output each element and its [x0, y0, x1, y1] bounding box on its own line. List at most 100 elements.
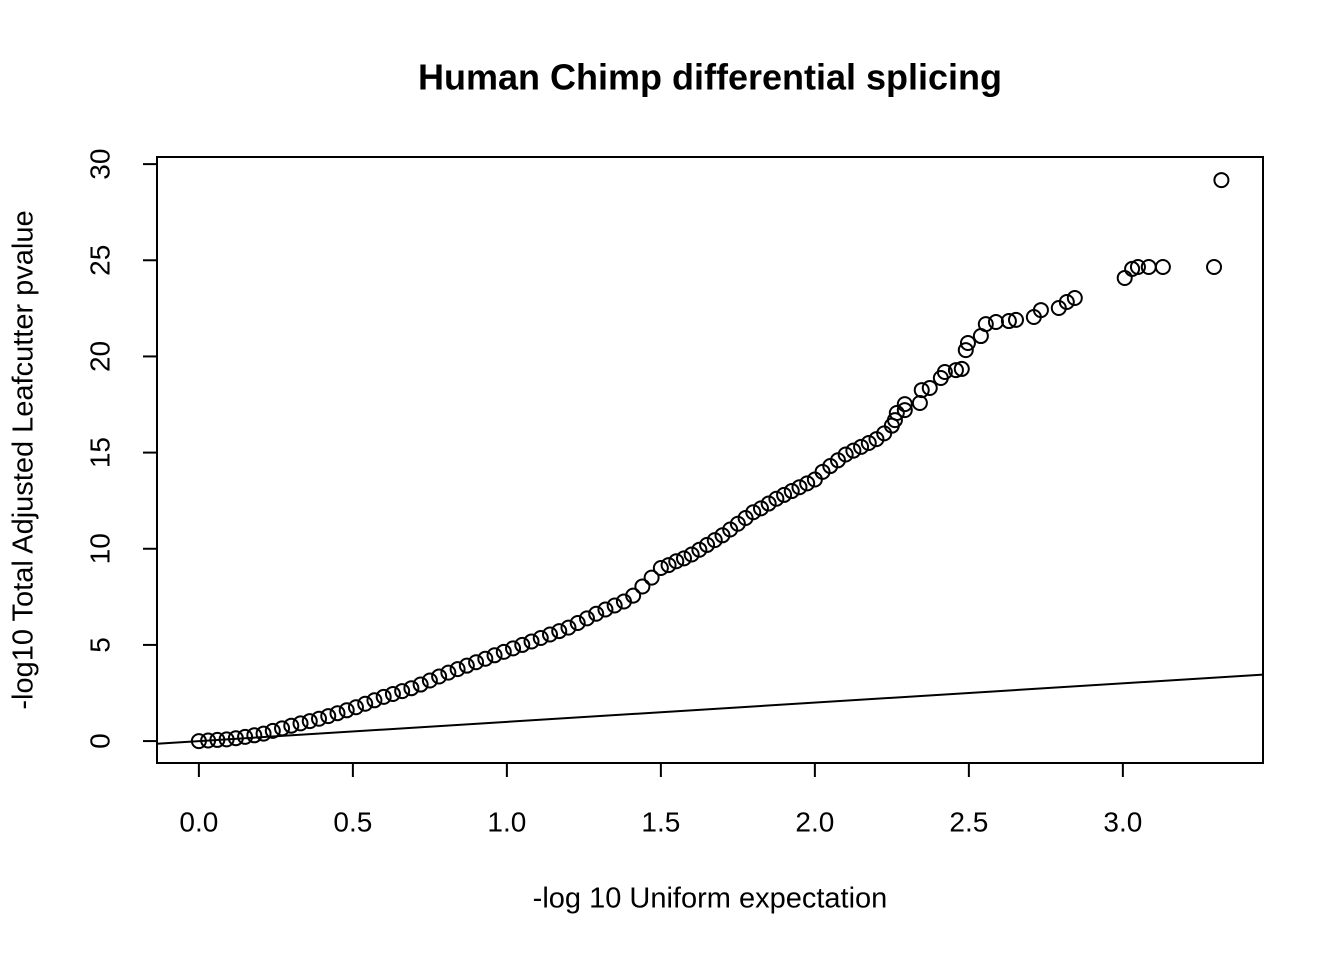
- point: [625, 587, 642, 604]
- y-tick-label: 25: [84, 245, 115, 276]
- point: [375, 688, 392, 705]
- point: [264, 722, 281, 739]
- point: [799, 475, 816, 492]
- point: [505, 640, 522, 657]
- point: [752, 500, 769, 517]
- point: [495, 643, 512, 660]
- point: [292, 715, 309, 732]
- chart-title: Human Chimp differential splicing: [418, 57, 1002, 98]
- point: [706, 532, 723, 549]
- point: [1000, 313, 1017, 330]
- point: [329, 705, 346, 722]
- point: [283, 717, 300, 734]
- point: [760, 495, 777, 512]
- point: [660, 557, 677, 574]
- point: [320, 708, 337, 725]
- point: [913, 382, 930, 399]
- x-tick-label: 2.0: [795, 806, 834, 837]
- point: [523, 633, 540, 650]
- point: [366, 692, 383, 709]
- point: [668, 553, 685, 570]
- point: [338, 702, 355, 719]
- point: [274, 720, 291, 737]
- x-tick-label: 1.5: [641, 806, 680, 837]
- point: [384, 685, 401, 702]
- point: [921, 379, 938, 396]
- point: [936, 364, 953, 381]
- point: [246, 727, 263, 744]
- point: [209, 731, 226, 748]
- y-tick-label: 30: [84, 149, 115, 180]
- point: [853, 438, 870, 455]
- point: [357, 695, 374, 712]
- point: [255, 725, 272, 742]
- y-tick-label: 5: [84, 637, 115, 653]
- point: [532, 629, 549, 646]
- point: [1129, 259, 1146, 276]
- point: [541, 626, 558, 643]
- point: [776, 486, 793, 503]
- point: [683, 546, 700, 563]
- point: [237, 728, 254, 745]
- point: [837, 446, 854, 463]
- y-tick-label: 20: [84, 341, 115, 372]
- point: [1066, 289, 1083, 306]
- point: [977, 316, 994, 333]
- reference-line: [157, 673, 1263, 745]
- point: [957, 342, 974, 359]
- point: [588, 605, 605, 622]
- point: [1007, 311, 1024, 328]
- x-tick-label: 1.0: [487, 806, 526, 837]
- plot-area: [157, 172, 1263, 750]
- point: [860, 434, 877, 451]
- point: [699, 536, 716, 553]
- point: [675, 550, 692, 567]
- point: [440, 664, 457, 681]
- x-tick-label: 2.5: [949, 806, 988, 837]
- point: [606, 597, 623, 614]
- point: [768, 490, 785, 507]
- point: [477, 650, 494, 667]
- x-tick-label: 0.0: [179, 806, 218, 837]
- point: [412, 676, 429, 693]
- point: [888, 404, 905, 421]
- point: [421, 672, 438, 689]
- point: [652, 559, 669, 576]
- point: [886, 412, 903, 429]
- x-axis-label: -log 10 Uniform expectation: [533, 883, 888, 915]
- point: [1213, 172, 1230, 189]
- point: [394, 683, 411, 700]
- point: [190, 733, 207, 750]
- point: [449, 661, 466, 678]
- y-tick-label: 0: [84, 733, 115, 749]
- point: [347, 699, 364, 716]
- y-axis-label: -log10 Total Adjusted Leafcutter pvalue: [8, 210, 40, 709]
- point: [227, 730, 244, 747]
- point: [431, 668, 448, 685]
- point: [301, 713, 318, 730]
- point: [791, 479, 808, 496]
- point: [403, 680, 420, 697]
- point: [551, 623, 568, 640]
- point: [458, 657, 475, 674]
- point: [783, 483, 800, 500]
- point: [1058, 294, 1075, 311]
- point: [560, 619, 577, 636]
- point: [569, 614, 586, 631]
- point: [514, 636, 531, 653]
- point: [643, 569, 660, 586]
- point: [896, 402, 913, 419]
- point: [953, 360, 970, 377]
- point: [947, 362, 964, 379]
- point: [200, 732, 217, 749]
- x-tick-label: 3.0: [1103, 806, 1142, 837]
- point: [1154, 259, 1171, 276]
- point: [745, 504, 762, 521]
- point: [468, 654, 485, 671]
- point: [218, 731, 235, 748]
- y-tick-label: 10: [84, 533, 115, 564]
- point: [578, 610, 595, 627]
- point: [691, 541, 708, 558]
